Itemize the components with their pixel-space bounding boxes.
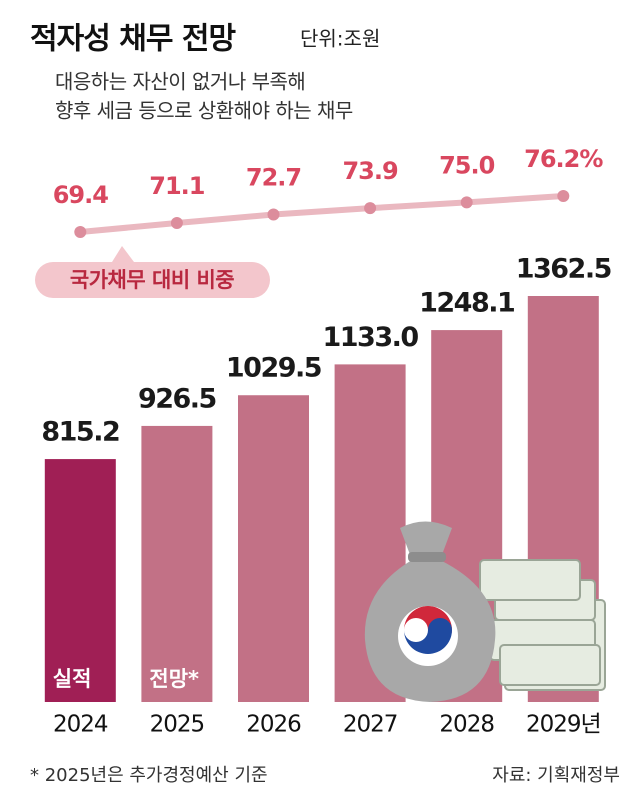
legend-label: 국가채무 대비 비중: [70, 268, 234, 292]
line-value-label: 76.2%: [524, 145, 603, 173]
line-point: [364, 202, 377, 215]
line-point: [557, 190, 570, 202]
x-tick-label: 2029년: [526, 712, 601, 738]
bar-value-label: 926.5: [138, 383, 216, 414]
x-tick-label: 2026: [246, 712, 301, 738]
bar: [44, 459, 116, 702]
footnote: * 2025년은 추가경정예산 기준: [30, 765, 268, 786]
subtitle: 향후 세금 등으로 상환해야 하는 채무: [55, 99, 353, 123]
bar-value-label: 1029.5: [226, 353, 321, 384]
line-point: [460, 196, 473, 209]
line-value-label: 69.4: [53, 181, 109, 209]
money-icon: [364, 521, 606, 702]
bar-note: 전망*: [149, 667, 199, 691]
line-value-label: 71.1: [149, 172, 205, 200]
line: [77, 193, 567, 235]
line-point: [170, 217, 183, 229]
line-value-label: 73.9: [342, 157, 398, 185]
bar: [238, 395, 309, 702]
line-point: [74, 226, 87, 238]
x-tick-label: 2025: [150, 712, 205, 738]
bar-value-label: 1362.5: [516, 254, 611, 285]
bar-note: 실적: [53, 667, 92, 691]
subtitle: 대응하는 자산이 없거나 부족해: [55, 70, 305, 94]
line-value-label: 72.7: [246, 164, 301, 192]
bar: [141, 425, 213, 702]
legend-pill: [35, 262, 270, 298]
bar-value-label: 1248.1: [419, 288, 514, 319]
unit-label: 단위:조원: [300, 27, 380, 51]
bar-value-label: 815.2: [41, 417, 119, 448]
source: 자료: 기획재정부: [492, 765, 620, 786]
x-tick-label: 2027: [343, 712, 398, 738]
line-point: [267, 208, 280, 221]
bar-value-label: 1133.0: [322, 322, 418, 353]
chart-title: 적자성 채무 전망: [30, 22, 236, 57]
x-tick-label: 2024: [53, 712, 108, 738]
legend-pointer: [112, 246, 134, 262]
line-value-label: 75.0: [439, 151, 495, 179]
line-legend: 국가채무 대비 비중: [35, 246, 270, 298]
x-tick-label: 2028: [439, 712, 494, 738]
